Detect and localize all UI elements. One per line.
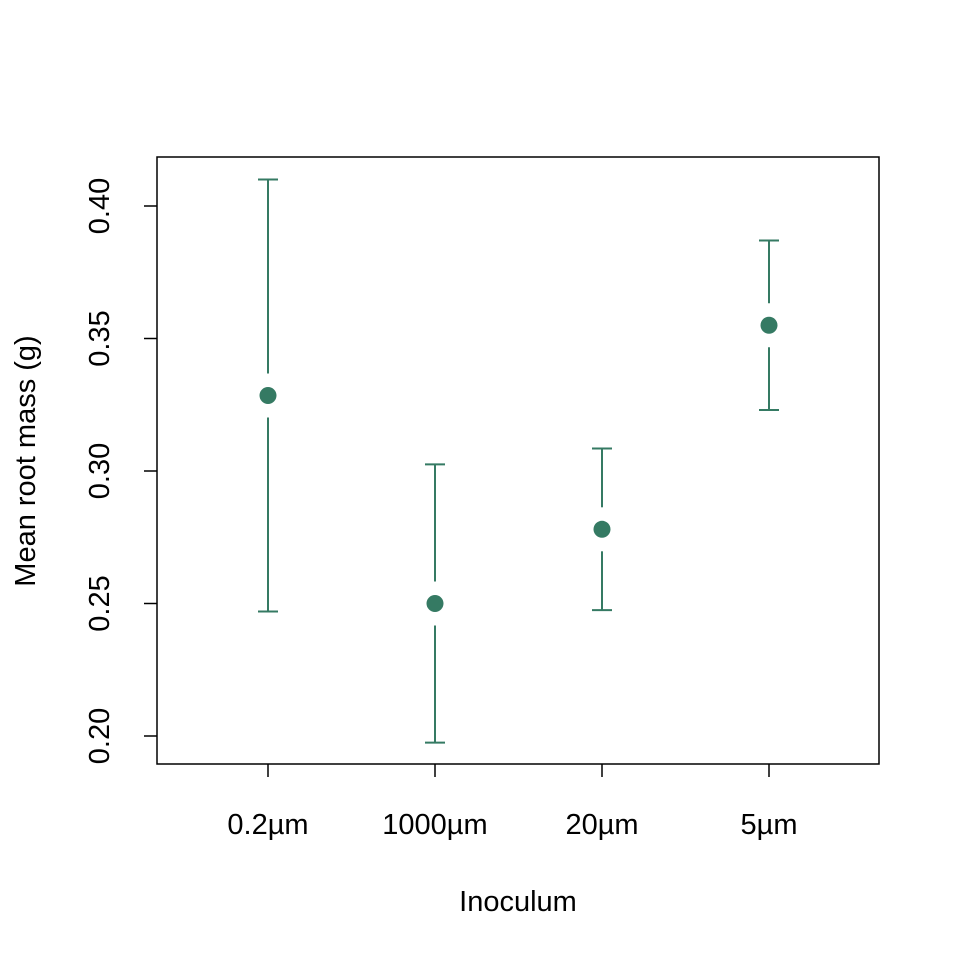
data-series: [258, 178, 779, 744]
x-axis-title: Inoculum: [459, 886, 577, 918]
data-point: [259, 386, 277, 404]
plot-frame: [156, 156, 880, 765]
x-axis: 0.2µm 1000µm 20µm 5µm: [227, 764, 798, 841]
y-axis: 0.20 0.25 0.30 0.35 0.40: [84, 178, 157, 764]
data-point: [593, 520, 611, 538]
y-axis-title: Mean root mass (g): [10, 335, 42, 586]
x-tick-label: 1000µm: [382, 809, 487, 841]
data-point: [760, 316, 778, 334]
y-tick-label: 0.25: [84, 575, 116, 631]
y-tick-label: 0.20: [84, 708, 116, 764]
data-point: [426, 595, 444, 612]
y-tick-label: 0.40: [84, 178, 116, 234]
y-tick-label: 0.35: [84, 310, 116, 366]
y-tick-label: 0.30: [84, 443, 116, 499]
x-tick-label: 5µm: [741, 809, 798, 841]
x-tick-label: 20µm: [565, 809, 638, 841]
x-tick-label: 0.2µm: [227, 809, 308, 841]
